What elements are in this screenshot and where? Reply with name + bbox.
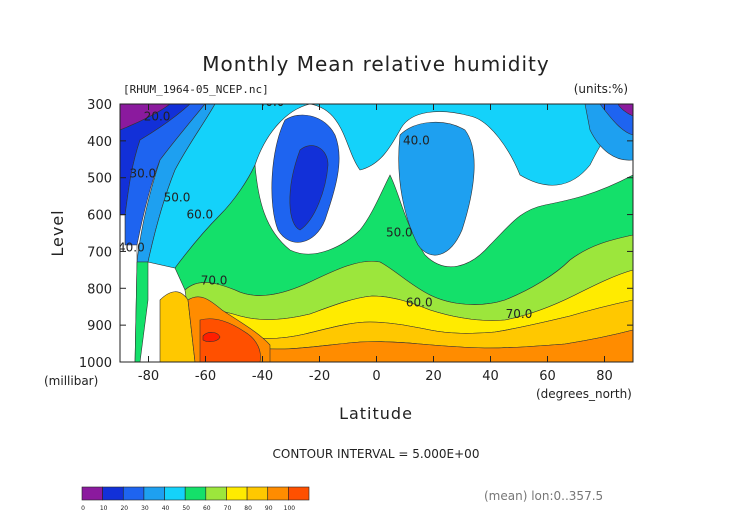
y-tick-label: 400 <box>87 135 112 150</box>
colorbar-label: 0 <box>81 505 85 512</box>
y-tick-label: 500 <box>87 172 112 187</box>
x-tick-label: -20 <box>309 369 330 384</box>
contour-label: 50.0 <box>386 226 413 240</box>
x-tick-label: 40 <box>482 369 499 384</box>
contour-label: 60.0 <box>186 207 213 221</box>
y-tick-label: 600 <box>87 209 112 224</box>
colorbar-label: 80 <box>244 505 252 512</box>
colorbar-swatch <box>226 486 248 501</box>
colorbar-swatch <box>288 486 310 501</box>
x-tick-label: 0 <box>372 369 380 384</box>
colorbar-swatch <box>164 486 186 501</box>
contour-label: 20.0 <box>144 110 171 124</box>
colorbar-label: 50 <box>182 505 190 512</box>
contour-label: 40.0 <box>258 95 285 109</box>
colorbar-label: 100 <box>284 505 296 512</box>
colorbar-swatch <box>102 486 124 501</box>
y-axis: 300 400 500 600 700 800 900 1000 <box>79 98 633 371</box>
contour-label: 60.0 <box>406 296 433 310</box>
y-tick-label: 300 <box>87 98 112 113</box>
x-tick-label: -40 <box>252 369 273 384</box>
file-label: [RHUM_1964-05_NCEP.nc] <box>123 83 269 96</box>
y-axis-label: Level <box>48 209 67 256</box>
chart-title: Monthly Mean relative humidity <box>202 52 549 76</box>
colorbar-label: 10 <box>100 505 108 512</box>
humidity-bands <box>120 104 633 362</box>
x-axis: -80 -60 -40 -20 0 20 40 60 80 <box>138 104 613 384</box>
y-axis-unit: (millibar) <box>44 374 98 388</box>
units-label: (units:%) <box>574 82 628 96</box>
contour-label: 70.0 <box>201 274 228 288</box>
x-tick-label: 60 <box>539 369 556 384</box>
colorbar-swatch <box>143 486 165 501</box>
x-axis-label: Latitude <box>339 404 413 423</box>
colorbar-swatch <box>81 486 103 501</box>
contour-label: 50.0 <box>164 191 191 205</box>
y-tick-label: 1000 <box>79 356 112 371</box>
band-tropical-drier <box>289 145 329 231</box>
contour-interval: CONTOUR INTERVAL = 5.000E+00 <box>273 447 480 461</box>
plot-area: 20.0 40.0 40.0 30.0 50.0 60.0 40.0 70.0 50.0 60.0… <box>118 95 633 362</box>
x-tick-label: -80 <box>138 369 159 384</box>
colorbar-swatch <box>205 486 227 501</box>
x-tick-label: 20 <box>425 369 442 384</box>
colorbar-label: 20 <box>120 505 128 512</box>
x-tick-label: -60 <box>195 369 216 384</box>
band-southern-peak <box>199 318 261 362</box>
colorbar-swatch <box>267 486 289 501</box>
y-tick-label: 800 <box>87 282 112 297</box>
contour-label: 70.0 <box>506 307 533 321</box>
x-tick-label: 80 <box>596 369 613 384</box>
colorbar-label: 40 <box>162 505 170 512</box>
colorbar-swatch <box>184 486 207 501</box>
band-antarctic-green <box>134 261 149 362</box>
contour-labels: 20.0 40.0 40.0 30.0 50.0 60.0 40.0 70.0 50.0 60.0… <box>118 95 533 321</box>
colorbar-label: 60 <box>203 505 211 512</box>
colorbar-label: 90 <box>265 505 273 512</box>
band-subtropical-dry <box>398 121 475 256</box>
colorbar-label: 30 <box>141 505 149 512</box>
band-north-purple <box>617 104 633 117</box>
colorbar: 0 10 20 30 40 50 60 70 80 90 100 <box>81 486 310 512</box>
averaging-note: (mean) lon:0..357.5 <box>484 489 603 503</box>
band-90-100 <box>199 329 633 362</box>
contour-label: 40.0 <box>403 134 430 148</box>
y-tick-label: 900 <box>87 319 112 334</box>
band-southern-max <box>202 332 221 342</box>
colorbar-swatch <box>246 486 269 501</box>
y-tick-label: 700 <box>87 245 112 260</box>
colorbar-label: 70 <box>224 505 232 512</box>
x-axis-unit: (degrees_north) <box>536 387 632 401</box>
contour-label: 40.0 <box>118 240 145 254</box>
colorbar-swatch <box>122 486 145 501</box>
contour-label: 30.0 <box>129 167 156 181</box>
